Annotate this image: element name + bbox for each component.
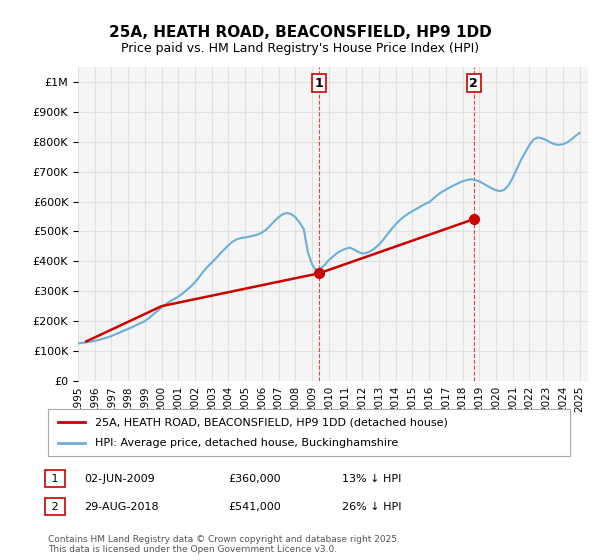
Text: 25A, HEATH ROAD, BEACONSFIELD, HP9 1DD: 25A, HEATH ROAD, BEACONSFIELD, HP9 1DD <box>109 25 491 40</box>
Text: 2: 2 <box>469 77 478 90</box>
Text: Price paid vs. HM Land Registry's House Price Index (HPI): Price paid vs. HM Land Registry's House … <box>121 42 479 55</box>
Text: Contains HM Land Registry data © Crown copyright and database right 2025.
This d: Contains HM Land Registry data © Crown c… <box>48 535 400 554</box>
Text: 26% ↓ HPI: 26% ↓ HPI <box>342 502 401 512</box>
Text: 2: 2 <box>48 502 62 512</box>
Text: 13% ↓ HPI: 13% ↓ HPI <box>342 474 401 484</box>
Text: 29-AUG-2018: 29-AUG-2018 <box>84 502 158 512</box>
Text: 1: 1 <box>315 77 323 90</box>
Text: £541,000: £541,000 <box>228 502 281 512</box>
Text: 25A, HEATH ROAD, BEACONSFIELD, HP9 1DD (detached house): 25A, HEATH ROAD, BEACONSFIELD, HP9 1DD (… <box>95 417 448 427</box>
Text: 1: 1 <box>48 474 62 484</box>
Text: HPI: Average price, detached house, Buckinghamshire: HPI: Average price, detached house, Buck… <box>95 438 398 448</box>
Text: £360,000: £360,000 <box>228 474 281 484</box>
Text: 02-JUN-2009: 02-JUN-2009 <box>84 474 155 484</box>
